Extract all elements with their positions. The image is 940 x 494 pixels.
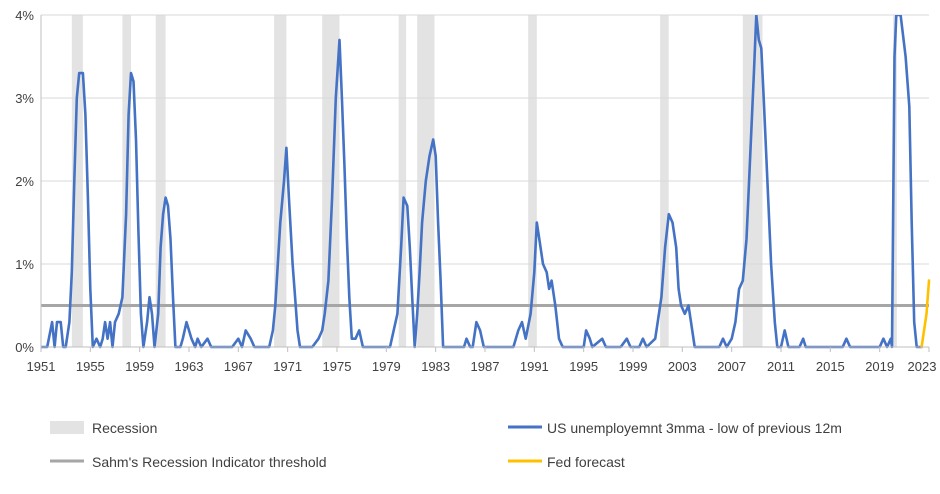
legend-label-threshold: Sahm's Recession Indicator threshold bbox=[92, 454, 327, 470]
x-tick-label-1: 1955 bbox=[76, 359, 105, 374]
legend-item-unemployment: US unemployemnt 3mma - low of previous 1… bbox=[508, 420, 842, 436]
x-tick-label-10: 1991 bbox=[520, 359, 549, 374]
x-tick-label-5: 1971 bbox=[273, 359, 302, 374]
x-tick-label-17: 2019 bbox=[865, 359, 894, 374]
x-tick-label-13: 2003 bbox=[668, 359, 697, 374]
legend-label-unemployment: US unemployemnt 3mma - low of previous 1… bbox=[547, 420, 842, 436]
x-tick-label-0: 1951 bbox=[27, 359, 56, 374]
y-tick-label-3: 3% bbox=[15, 91, 34, 106]
legend: Recession US unemployemnt 3mma - low of … bbox=[50, 420, 842, 470]
x-tick-label-7: 1979 bbox=[372, 359, 401, 374]
x-tick-label-9: 1987 bbox=[471, 359, 500, 374]
legend-label-recession: Recession bbox=[92, 420, 157, 436]
x-tick-labels: 1951 1955 1959 1963 1967 1971 1975 1979 1983 1987… bbox=[27, 359, 937, 374]
series-line-fed-forecast bbox=[920, 279, 931, 349]
series-line-unemployment bbox=[41, 15, 923, 349]
legend-swatch-recession bbox=[50, 421, 84, 434]
legend-item-threshold: Sahm's Recession Indicator threshold bbox=[50, 454, 327, 470]
y-tick-label-4: 4% bbox=[15, 8, 34, 23]
axes bbox=[40, 15, 930, 352]
x-tick-label-18: 2023 bbox=[908, 359, 937, 374]
legend-item-recession: Recession bbox=[50, 420, 157, 436]
y-tick-label-0: 0% bbox=[15, 340, 34, 355]
y-tick-labels: 0% 1% 2% 3% 4% bbox=[15, 8, 34, 355]
x-tick-label-15: 2011 bbox=[767, 359, 795, 374]
x-tick-label-16: 2015 bbox=[816, 359, 845, 374]
series-lines bbox=[41, 15, 931, 349]
gridlines bbox=[41, 14, 929, 265]
x-tick-label-6: 1975 bbox=[323, 359, 352, 374]
y-tick-label-2: 2% bbox=[15, 174, 34, 189]
x-tick-label-2: 1959 bbox=[125, 359, 154, 374]
y-tick-label-1: 1% bbox=[15, 257, 34, 272]
x-tick-label-14: 2007 bbox=[717, 359, 746, 374]
x-tick-label-8: 1983 bbox=[421, 359, 450, 374]
legend-item-forecast: Fed forecast bbox=[508, 454, 625, 470]
x-tick-label-4: 1967 bbox=[224, 359, 253, 374]
x-tick-label-3: 1963 bbox=[175, 359, 204, 374]
x-tick-label-12: 1999 bbox=[619, 359, 648, 374]
legend-label-forecast: Fed forecast bbox=[547, 454, 625, 470]
x-tick-label-11: 1995 bbox=[569, 359, 598, 374]
